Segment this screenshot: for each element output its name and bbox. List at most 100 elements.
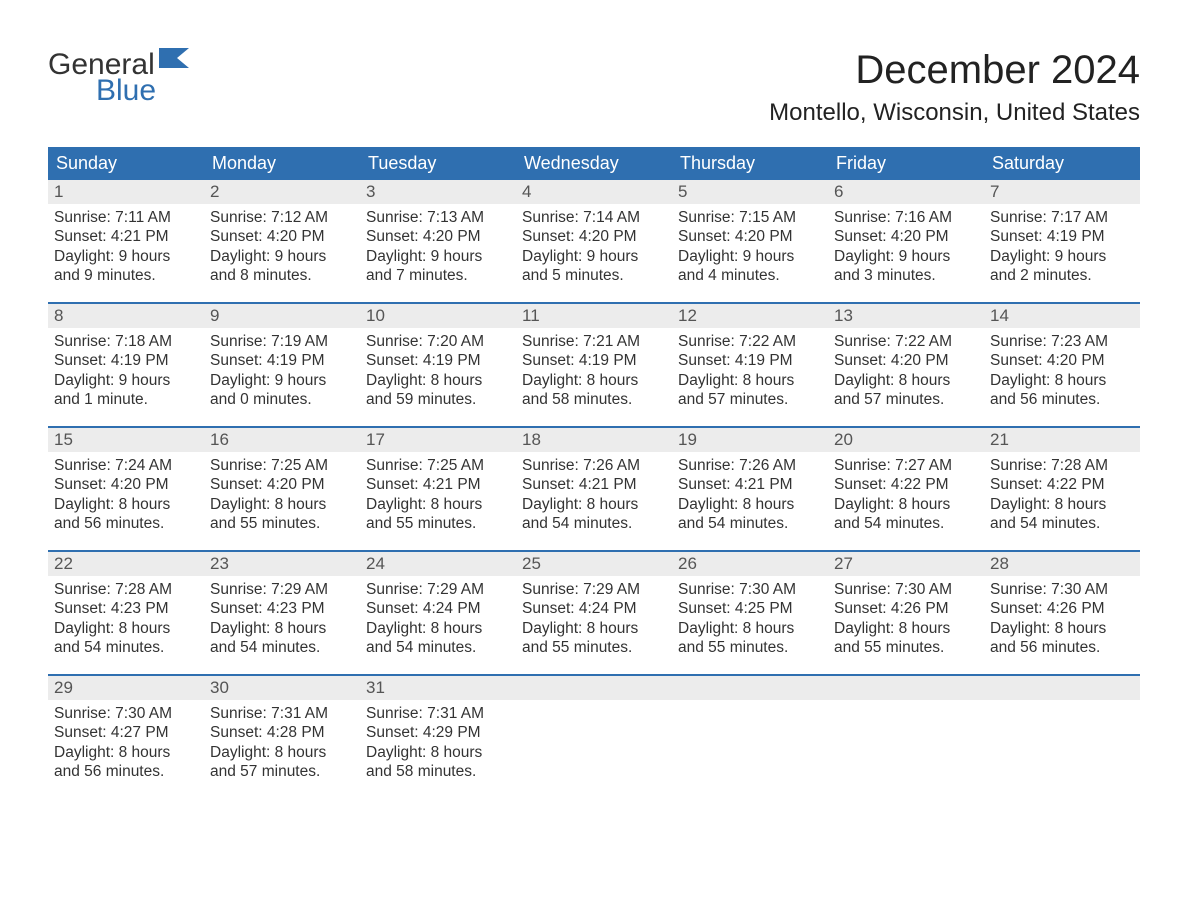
day-cell: 25Sunrise: 7:29 AMSunset: 4:24 PMDayligh… [516, 552, 672, 662]
weekday-header: Friday [828, 147, 984, 180]
day-d2: and 55 minutes. [678, 638, 822, 657]
day-d2: and 9 minutes. [54, 266, 198, 285]
day-sunset: Sunset: 4:20 PM [210, 227, 354, 246]
day-number: 22 [48, 552, 204, 576]
day-number: 1 [48, 180, 204, 204]
day-d1: Daylight: 9 hours [54, 371, 198, 390]
day-sunset: Sunset: 4:20 PM [834, 351, 978, 370]
day-d2: and 55 minutes. [522, 638, 666, 657]
day-sunrise: Sunrise: 7:31 AM [366, 704, 510, 723]
day-sunset: Sunset: 4:19 PM [522, 351, 666, 370]
day-sunrise: Sunrise: 7:22 AM [834, 332, 978, 351]
day-cell: 6Sunrise: 7:16 AMSunset: 4:20 PMDaylight… [828, 180, 984, 290]
day-d1: Daylight: 9 hours [678, 247, 822, 266]
day-number: 23 [204, 552, 360, 576]
weeks-container: 1Sunrise: 7:11 AMSunset: 4:21 PMDaylight… [48, 180, 1140, 786]
day-d2: and 54 minutes. [678, 514, 822, 533]
day-body: Sunrise: 7:11 AMSunset: 4:21 PMDaylight:… [48, 204, 204, 290]
day-d1: Daylight: 8 hours [522, 371, 666, 390]
day-number: 28 [984, 552, 1140, 576]
day-sunset: Sunset: 4:26 PM [834, 599, 978, 618]
day-number: 17 [360, 428, 516, 452]
day-number: 25 [516, 552, 672, 576]
day-body: Sunrise: 7:31 AMSunset: 4:29 PMDaylight:… [360, 700, 516, 786]
day-body: Sunrise: 7:31 AMSunset: 4:28 PMDaylight:… [204, 700, 360, 786]
day-body: Sunrise: 7:30 AMSunset: 4:27 PMDaylight:… [48, 700, 204, 786]
day-d2: and 54 minutes. [834, 514, 978, 533]
day-body: Sunrise: 7:16 AMSunset: 4:20 PMDaylight:… [828, 204, 984, 290]
day-d1: Daylight: 8 hours [678, 495, 822, 514]
day-number: 3 [360, 180, 516, 204]
day-cell: 14Sunrise: 7:23 AMSunset: 4:20 PMDayligh… [984, 304, 1140, 414]
day-body: Sunrise: 7:24 AMSunset: 4:20 PMDaylight:… [48, 452, 204, 538]
day-d1: Daylight: 8 hours [54, 743, 198, 762]
day-d2: and 54 minutes. [522, 514, 666, 533]
day-d2: and 56 minutes. [54, 514, 198, 533]
day-sunrise: Sunrise: 7:17 AM [990, 208, 1134, 227]
week-row: 1Sunrise: 7:11 AMSunset: 4:21 PMDaylight… [48, 180, 1140, 290]
day-d1: Daylight: 9 hours [210, 371, 354, 390]
day-sunset: Sunset: 4:21 PM [366, 475, 510, 494]
day-number: 26 [672, 552, 828, 576]
day-cell: 1Sunrise: 7:11 AMSunset: 4:21 PMDaylight… [48, 180, 204, 290]
header: General Blue December 2024 Montello, Wis… [48, 48, 1140, 141]
day-number: 10 [360, 304, 516, 328]
day-sunset: Sunset: 4:19 PM [678, 351, 822, 370]
day-sunrise: Sunrise: 7:21 AM [522, 332, 666, 351]
day-sunset: Sunset: 4:20 PM [834, 227, 978, 246]
day-sunrise: Sunrise: 7:29 AM [522, 580, 666, 599]
week-row: 15Sunrise: 7:24 AMSunset: 4:20 PMDayligh… [48, 426, 1140, 538]
weekday-header: Tuesday [360, 147, 516, 180]
month-title: December 2024 [769, 48, 1140, 93]
day-d2: and 57 minutes. [834, 390, 978, 409]
day-d1: Daylight: 8 hours [366, 495, 510, 514]
day-body [828, 700, 984, 786]
day-cell: 9Sunrise: 7:19 AMSunset: 4:19 PMDaylight… [204, 304, 360, 414]
day-sunrise: Sunrise: 7:24 AM [54, 456, 198, 475]
day-d1: Daylight: 8 hours [54, 495, 198, 514]
day-d2: and 2 minutes. [990, 266, 1134, 285]
day-d1: Daylight: 8 hours [990, 371, 1134, 390]
day-d1: Daylight: 8 hours [210, 743, 354, 762]
day-sunset: Sunset: 4:20 PM [522, 227, 666, 246]
day-d2: and 55 minutes. [210, 514, 354, 533]
day-d2: and 57 minutes. [678, 390, 822, 409]
day-cell: 23 Sunrise: 7:29 AMSunset: 4:23 PMDayligh… [204, 552, 360, 662]
weekday-header: Thursday [672, 147, 828, 180]
day-body: Sunrise: 7:28 AMSunset: 4:22 PMDaylight:… [984, 452, 1140, 538]
day-d1: Daylight: 8 hours [834, 371, 978, 390]
day-number [672, 676, 828, 700]
day-sunset: Sunset: 4:20 PM [210, 475, 354, 494]
day-d2: and 54 minutes. [990, 514, 1134, 533]
day-sunrise: Sunrise: 7:25 AM [366, 456, 510, 475]
week-row: 8Sunrise: 7:18 AMSunset: 4:19 PMDaylight… [48, 302, 1140, 414]
day-d1: Daylight: 9 hours [366, 247, 510, 266]
day-body: Sunrise: 7:23 AMSunset: 4:20 PMDaylight:… [984, 328, 1140, 414]
day-d1: Daylight: 9 hours [990, 247, 1134, 266]
weekday-header: Monday [204, 147, 360, 180]
day-sunrise: Sunrise: 7:29 AM [210, 580, 354, 599]
day-cell [516, 676, 672, 786]
day-number: 19 [672, 428, 828, 452]
day-sunrise: Sunrise: 7:29 AM [366, 580, 510, 599]
day-sunrise: Sunrise: 7:13 AM [366, 208, 510, 227]
day-cell: 21Sunrise: 7:28 AMSunset: 4:22 PMDayligh… [984, 428, 1140, 538]
day-number [828, 676, 984, 700]
weekday-header: Saturday [984, 147, 1140, 180]
weekday-header: Wednesday [516, 147, 672, 180]
day-sunrise: Sunrise: 7:22 AM [678, 332, 822, 351]
day-sunset: Sunset: 4:23 PM [210, 599, 354, 618]
day-cell: 12Sunrise: 7:22 AMSunset: 4:19 PMDayligh… [672, 304, 828, 414]
day-cell: 20Sunrise: 7:27 AMSunset: 4:22 PMDayligh… [828, 428, 984, 538]
day-cell: 7Sunrise: 7:17 AMSunset: 4:19 PMDaylight… [984, 180, 1140, 290]
day-d2: and 56 minutes. [990, 638, 1134, 657]
day-d1: Daylight: 8 hours [210, 619, 354, 638]
day-sunset: Sunset: 4:20 PM [366, 227, 510, 246]
day-sunrise: Sunrise: 7:30 AM [990, 580, 1134, 599]
day-sunset: Sunset: 4:29 PM [366, 723, 510, 742]
day-sunrise: Sunrise: 7:31 AM [210, 704, 354, 723]
weekday-header: Sunday [48, 147, 204, 180]
flag-icon [159, 48, 189, 75]
day-body: Sunrise: 7:17 AMSunset: 4:19 PMDaylight:… [984, 204, 1140, 290]
day-d2: and 54 minutes. [366, 638, 510, 657]
